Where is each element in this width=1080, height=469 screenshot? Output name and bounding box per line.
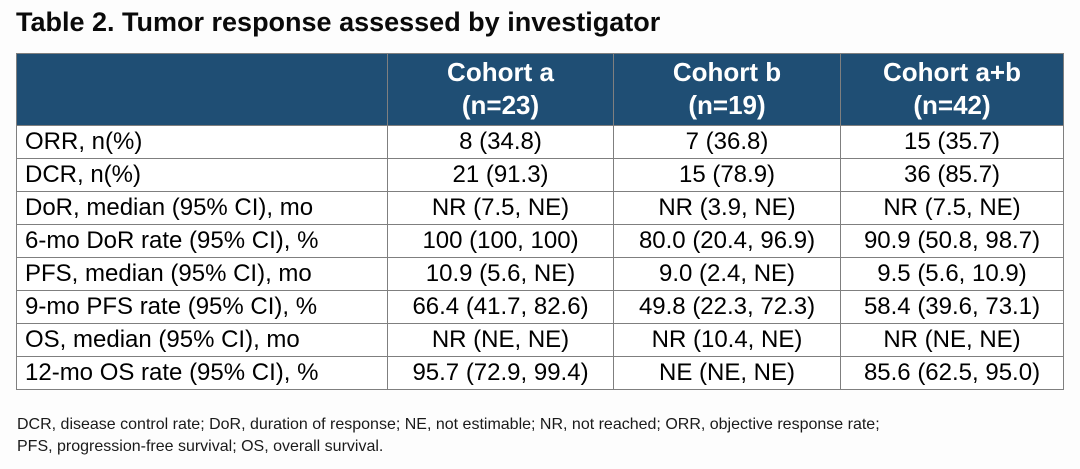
table-row-pfs-median: PFS, median (95% CI), mo 10.9 (5.6, NE) …: [16, 257, 1064, 291]
table-row-dcr: DCR, n(%) 21 (91.3) 15 (78.9) 36 (85.7): [16, 158, 1064, 192]
table-cell: NR (7.5, NE): [840, 191, 1064, 225]
table-row-os-median: OS, median (95% CI), mo NR (NE, NE) NR (…: [16, 323, 1064, 357]
column-header-n: (n=42): [913, 90, 991, 120]
table-cell: 80.0 (20.4, 96.9): [613, 224, 841, 258]
header-row: Cohort a (n=23) Cohort b (n=19) Cohort a…: [16, 53, 1064, 126]
table-cell: 95.7 (72.9, 99.4): [387, 356, 614, 390]
table-row-12mo-os-rate: 12-mo OS rate (95% CI), % 95.7 (72.9, 99…: [16, 356, 1064, 390]
table-cell: 7 (36.8): [613, 125, 841, 159]
corner-header-cell: [16, 53, 388, 126]
column-header-cohort-a-plus-b: Cohort a+b (n=42): [840, 53, 1064, 126]
table-cell: 58.4 (39.6, 73.1): [840, 290, 1064, 324]
table-row-orr: ORR, n(%) 8 (34.8) 7 (36.8) 15 (35.7): [16, 125, 1064, 159]
row-label: DoR, median (95% CI), mo: [16, 191, 388, 225]
table-cell: 90.9 (50.8, 98.7): [840, 224, 1064, 258]
table-cell: 36 (85.7): [840, 158, 1064, 192]
tumor-response-table: Cohort a (n=23) Cohort b (n=19) Cohort a…: [16, 53, 1064, 390]
table-cell: 85.6 (62.5, 95.0): [840, 356, 1064, 390]
table-cell: NE (NE, NE): [613, 356, 841, 390]
table-cell: 15 (35.7): [840, 125, 1064, 159]
column-header-label: Cohort a+b: [883, 57, 1021, 87]
table-cell: 100 (100, 100): [387, 224, 614, 258]
table-cell: NR (10.4, NE): [613, 323, 841, 357]
table-cell: 49.8 (22.3, 72.3): [613, 290, 841, 324]
row-label: DCR, n(%): [16, 158, 388, 192]
column-header-cohort-b: Cohort b (n=19): [613, 53, 841, 126]
column-header-label: Cohort a: [447, 57, 554, 87]
row-label: 12-mo OS rate (95% CI), %: [16, 356, 388, 390]
row-label: OS, median (95% CI), mo: [16, 323, 388, 357]
table-cell: NR (7.5, NE): [387, 191, 614, 225]
table-cell: 15 (78.9): [613, 158, 841, 192]
table-row-6mo-dor-rate: 6-mo DoR rate (95% CI), % 100 (100, 100)…: [16, 224, 1064, 258]
footnote-line-1: DCR, disease control rate; DoR, duration…: [17, 416, 880, 433]
footnote: DCR, disease control rate; DoR, duration…: [17, 414, 880, 458]
table-cell: 9.0 (2.4, NE): [613, 257, 841, 291]
table-cell: NR (NE, NE): [387, 323, 614, 357]
table-title: Table 2. Tumor response assessed by inve…: [16, 7, 661, 37]
table-cell: 8 (34.8): [387, 125, 614, 159]
table-row-9mo-pfs-rate: 9-mo PFS rate (95% CI), % 66.4 (41.7, 82…: [16, 290, 1064, 324]
column-header-n: (n=23): [461, 90, 540, 120]
table-cell: 21 (91.3): [387, 158, 614, 192]
table-cell: 10.9 (5.6, NE): [387, 257, 614, 291]
table-cell: 9.5 (5.6, 10.9): [840, 257, 1064, 291]
column-header-cohort-a: Cohort a (n=23): [387, 53, 614, 126]
row-label: 9-mo PFS rate (95% CI), %: [16, 290, 388, 324]
row-label: PFS, median (95% CI), mo: [16, 257, 388, 291]
table-cell: 66.4 (41.7, 82.6): [387, 290, 614, 324]
column-header-n: (n=19): [688, 90, 766, 120]
table-cell: NR (3.9, NE): [613, 191, 841, 225]
footnote-line-2: PFS, progression-free survival; OS, over…: [17, 438, 384, 455]
table-cell: NR (NE, NE): [840, 323, 1064, 357]
row-label: ORR, n(%): [16, 125, 388, 159]
column-header-label: Cohort b: [672, 57, 782, 87]
row-label: 6-mo DoR rate (95% CI), %: [16, 224, 388, 258]
table-row-dor-median: DoR, median (95% CI), mo NR (7.5, NE) NR…: [16, 191, 1064, 225]
